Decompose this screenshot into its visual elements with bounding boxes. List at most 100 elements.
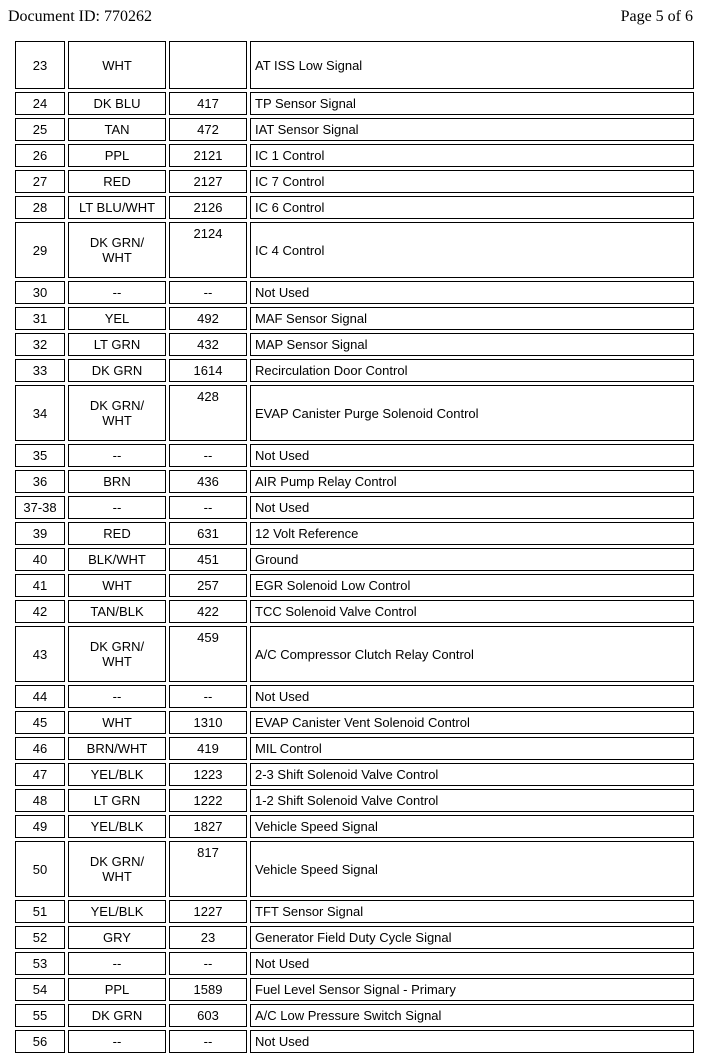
code-cell: 436 [169, 470, 247, 493]
desc-cell: A/C Compressor Clutch Relay Control [250, 626, 694, 682]
pin-cell: 39 [15, 522, 65, 545]
code-cell: 1827 [169, 815, 247, 838]
table-row: 43DK GRN/WHT459A/C Compressor Clutch Rel… [15, 626, 694, 682]
table-row: 56----Not Used [15, 1030, 694, 1053]
table-row: 54PPL1589Fuel Level Sensor Signal - Prim… [15, 978, 694, 1001]
document-id: Document ID: 770262 [8, 8, 152, 26]
desc-cell: Not Used [250, 496, 694, 519]
wire-cell: -- [68, 1030, 166, 1053]
pin-cell: 37-38 [15, 496, 65, 519]
desc-cell: Ground [250, 548, 694, 571]
pin-cell: 36 [15, 470, 65, 493]
table-row: 23WHT AT ISS Low Signal [15, 41, 694, 89]
desc-cell: 12 Volt Reference [250, 522, 694, 545]
desc-cell: AT ISS Low Signal [250, 41, 694, 89]
wire-cell: DK GRN/WHT [68, 222, 166, 278]
pin-cell: 30 [15, 281, 65, 304]
pin-cell: 41 [15, 574, 65, 597]
code-cell: 2127 [169, 170, 247, 193]
table-row: 35----Not Used [15, 444, 694, 467]
table-row: 53----Not Used [15, 952, 694, 975]
pin-cell: 53 [15, 952, 65, 975]
wire-cell: LT GRN [68, 333, 166, 356]
desc-cell: EVAP Canister Purge Solenoid Control [250, 385, 694, 441]
table-row: 37-38----Not Used [15, 496, 694, 519]
pin-cell: 27 [15, 170, 65, 193]
desc-cell: TP Sensor Signal [250, 92, 694, 115]
page-header: Document ID: 770262 Page 5 of 6 [0, 0, 709, 30]
wire-cell: WHT [68, 41, 166, 89]
desc-cell: Not Used [250, 952, 694, 975]
desc-cell: Not Used [250, 1030, 694, 1053]
code-cell: 422 [169, 600, 247, 623]
table-row: 31YEL492MAF Sensor Signal [15, 307, 694, 330]
wire-cell: WHT [68, 711, 166, 734]
code-cell: 817 [169, 841, 247, 897]
wire-cell: BLK/WHT [68, 548, 166, 571]
desc-cell: TFT Sensor Signal [250, 900, 694, 923]
desc-cell: IC 6 Control [250, 196, 694, 219]
wire-cell: YEL/BLK [68, 815, 166, 838]
wire-cell: YEL/BLK [68, 763, 166, 786]
pin-cell: 32 [15, 333, 65, 356]
pin-cell: 48 [15, 789, 65, 812]
wire-cell: BRN/WHT [68, 737, 166, 760]
code-cell: 459 [169, 626, 247, 682]
wire-cell: LT GRN [68, 789, 166, 812]
wire-cell: TAN [68, 118, 166, 141]
wire-cell: DK BLU [68, 92, 166, 115]
pin-cell: 45 [15, 711, 65, 734]
code-cell: 603 [169, 1004, 247, 1027]
desc-cell: MAP Sensor Signal [250, 333, 694, 356]
desc-cell: TCC Solenoid Valve Control [250, 600, 694, 623]
pin-cell: 26 [15, 144, 65, 167]
desc-cell: Not Used [250, 685, 694, 708]
code-cell: 257 [169, 574, 247, 597]
desc-cell: IC 4 Control [250, 222, 694, 278]
table-row: 47YEL/BLK12232-3 Shift Solenoid Valve Co… [15, 763, 694, 786]
wire-cell: GRY [68, 926, 166, 949]
connector-pinout-table: 23WHTAT ISS Low Signal24DK BLU417TP Sens… [12, 38, 697, 1056]
code-cell: 23 [169, 926, 247, 949]
pin-cell: 51 [15, 900, 65, 923]
code-cell: -- [169, 1030, 247, 1053]
table-row: 48LT GRN12221-2 Shift Solenoid Valve Con… [15, 789, 694, 812]
table-row: 28LT BLU/WHT2126IC 6 Control [15, 196, 694, 219]
pin-cell: 54 [15, 978, 65, 1001]
wire-cell: WHT [68, 574, 166, 597]
table-row: 50DK GRN/WHT817Vehicle Speed Signal [15, 841, 694, 897]
desc-cell: MAF Sensor Signal [250, 307, 694, 330]
wire-cell: LT BLU/WHT [68, 196, 166, 219]
wire-cell: DK GRN [68, 359, 166, 382]
table-container: 23WHTAT ISS Low Signal24DK BLU417TP Sens… [0, 30, 709, 1056]
pin-cell: 46 [15, 737, 65, 760]
code-cell [169, 41, 247, 89]
table-row: 30----Not Used [15, 281, 694, 304]
table-row: 51YEL/BLK1227TFT Sensor Signal [15, 900, 694, 923]
desc-cell: Recirculation Door Control [250, 359, 694, 382]
pin-cell: 56 [15, 1030, 65, 1053]
table-body: 23WHTAT ISS Low Signal24DK BLU417TP Sens… [15, 41, 694, 1053]
pin-cell: 31 [15, 307, 65, 330]
desc-cell: AIR Pump Relay Control [250, 470, 694, 493]
wire-cell: -- [68, 685, 166, 708]
pin-cell: 23 [15, 41, 65, 89]
desc-cell: Vehicle Speed Signal [250, 841, 694, 897]
table-row: 40BLK/WHT451Ground [15, 548, 694, 571]
pin-cell: 50 [15, 841, 65, 897]
table-row: 27RED2127IC 7 Control [15, 170, 694, 193]
desc-cell: Not Used [250, 444, 694, 467]
code-cell: 1614 [169, 359, 247, 382]
table-row: 42TAN/BLK422TCC Solenoid Valve Control [15, 600, 694, 623]
table-row: 36BRN436AIR Pump Relay Control [15, 470, 694, 493]
page-number: Page 5 of 6 [621, 8, 693, 26]
wire-cell: PPL [68, 978, 166, 1001]
table-row: 26PPL2121IC 1 Control [15, 144, 694, 167]
pin-cell: 55 [15, 1004, 65, 1027]
table-row: 33DK GRN1614Recirculation Door Control [15, 359, 694, 382]
pin-cell: 49 [15, 815, 65, 838]
wire-cell: PPL [68, 144, 166, 167]
desc-cell: Fuel Level Sensor Signal - Primary [250, 978, 694, 1001]
wire-cell: DK GRN [68, 1004, 166, 1027]
wire-cell: RED [68, 170, 166, 193]
